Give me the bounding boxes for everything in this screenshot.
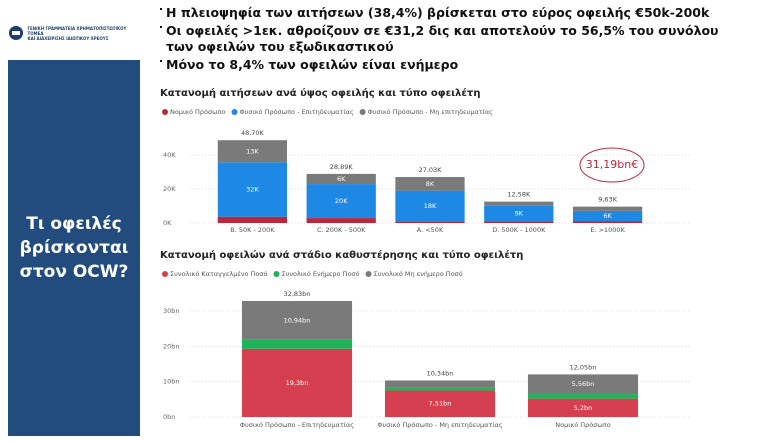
x-tick-label: D. 500K - 1000K bbox=[492, 226, 546, 234]
bar-segment bbox=[306, 218, 376, 223]
bar-segment bbox=[484, 221, 554, 223]
x-tick-label: C. 200K - 500K bbox=[317, 226, 366, 234]
segment-label: 5,2bn bbox=[574, 404, 593, 412]
total-label: 27,03K bbox=[419, 166, 443, 174]
x-tick-label: E. >1000K bbox=[590, 226, 625, 234]
bar-segment bbox=[241, 348, 353, 417]
chart-title: Κατανομή αιτήσεων ανά ύψος οφειλής και τ… bbox=[160, 87, 480, 99]
bullet: Η πλειοψηφία των αιτήσεων (38,4%) βρίσκε… bbox=[160, 5, 750, 22]
bar-segment bbox=[217, 162, 288, 217]
total-label: 48,70K bbox=[241, 129, 265, 137]
segment-label: 13K bbox=[246, 147, 259, 155]
logo: ΓΕΝΙΚΗ ΓΡΑΜΜΑΤΕΙΑ ΧΡΗΜΑΤΟΠΙΣΤΩΤΙΚΟΥ ΤΟΜΕ… bbox=[8, 18, 140, 48]
legend-marker bbox=[359, 109, 366, 115]
segment-label: 18K bbox=[424, 202, 437, 210]
bar-segment bbox=[217, 216, 288, 223]
total-label: 10,34bn bbox=[427, 369, 454, 377]
logo-line: ΓΕΝΙΚΗ ΓΡΑΜΜΑΤΕΙΑ ΧΡΗΜΑΤΟΠΙΣΤΩΤΙΚΟΥ ΤΟΜΕ… bbox=[27, 25, 127, 36]
sidebar-title: Τι οφειλές βρίσκονται στον OCW? bbox=[19, 214, 129, 282]
logo-icon bbox=[9, 26, 23, 40]
bar-segment bbox=[306, 173, 376, 185]
bar-segment bbox=[241, 339, 353, 349]
bar-segment bbox=[572, 206, 643, 211]
y-tick-label: 0K bbox=[163, 219, 172, 227]
x-tick-label: B. 50K - 200K bbox=[230, 226, 275, 234]
y-tick-label: 20bn bbox=[163, 342, 180, 350]
segment-label: 7,51bn bbox=[429, 400, 452, 408]
bar-segment bbox=[217, 140, 288, 163]
segment-label: 20K bbox=[335, 197, 348, 205]
chart-title: Κατανομή οφειλών ανά στάδιο καθυστέρησης… bbox=[160, 249, 523, 261]
total-label: 12,05bn bbox=[570, 363, 597, 371]
logo-line: ΚΑΙ ΔΙΑΧΕΙΡΙΣΗΣ ΙΔΙΩΤΙΚΟΥ ΧΡΕΟΥΣ bbox=[27, 35, 109, 41]
segment-label: 8K bbox=[426, 180, 435, 188]
bar-segment bbox=[395, 221, 465, 223]
x-tick-label: A. <50K bbox=[417, 226, 444, 234]
bar-segment bbox=[527, 374, 639, 395]
total-label: 12,58K bbox=[507, 191, 531, 199]
legend-marker bbox=[365, 271, 372, 277]
annotation-ring bbox=[579, 147, 645, 183]
x-tick-label: Φυσικό Πρόσωπο - Μη επιτηδευματίας bbox=[377, 421, 503, 429]
bar-segment bbox=[484, 205, 554, 222]
y-tick-label: 40K bbox=[163, 151, 176, 159]
segment-label: 32K bbox=[246, 186, 259, 194]
bar-segment bbox=[384, 380, 496, 388]
sidebar: Τι οφειλές βρίσκονται στον OCW? bbox=[8, 60, 140, 436]
legend-label: Φυσικό Πρόσωπο - Επιτηδευματίας bbox=[240, 108, 354, 116]
y-tick-label: 20K bbox=[163, 185, 176, 193]
bar-segment bbox=[306, 184, 376, 219]
bullet: Οι οφειλές >1εκ. αθροίζουν σε €31,2 δις … bbox=[160, 23, 750, 56]
bar-segment bbox=[527, 398, 639, 417]
segment-label: 10,94bn bbox=[284, 316, 311, 324]
bar-segment bbox=[384, 390, 496, 417]
x-tick-label: Νομικό Πρόσωπο bbox=[555, 421, 611, 429]
bar-segment bbox=[241, 300, 353, 340]
legend-marker bbox=[162, 271, 168, 277]
annotation: 31,19bn€ bbox=[586, 158, 638, 171]
bullets: Η πλειοψηφία των αιτήσεων (38,4%) βρίσκε… bbox=[160, 5, 750, 74]
bar-segment bbox=[395, 190, 465, 222]
bullet: Μόνο το 8,4% των οφειλών είναι ενήμερο bbox=[160, 57, 750, 74]
bar-segment bbox=[572, 221, 643, 223]
bar-segment bbox=[527, 394, 639, 399]
segment-label: 6K bbox=[337, 175, 346, 183]
legend-label: Συνολικό Καταγγελμένο Ποσό bbox=[170, 270, 268, 278]
total-label: 32,83bn bbox=[284, 290, 311, 298]
bar-segment bbox=[384, 387, 496, 391]
legend-marker bbox=[273, 271, 280, 277]
bar-segment bbox=[484, 201, 554, 206]
total-label: 9,63K bbox=[598, 196, 617, 204]
bar-segment bbox=[572, 210, 643, 222]
y-tick-label: 0bn bbox=[163, 413, 175, 421]
bar-segment bbox=[395, 177, 465, 191]
y-tick-label: 10bn bbox=[163, 378, 180, 386]
legend-label: Φυσικό Πρόσωπο - Μη επιτηδευματίας bbox=[368, 108, 494, 116]
segment-label: 6K bbox=[603, 212, 612, 220]
segment-label: 9K bbox=[515, 210, 524, 218]
y-tick-label: 30bn bbox=[163, 307, 180, 315]
legend-label: Νομικό Πρόσωπο bbox=[170, 108, 226, 116]
total-label: 28,89K bbox=[330, 163, 354, 171]
segment-label: 5,56bn bbox=[572, 380, 595, 388]
legend-label: Συνολικό Ενήμερο Ποσό bbox=[281, 270, 359, 278]
x-tick-label: Φυσικό Πρόσωπο - Επιτηδευματίας bbox=[240, 421, 354, 429]
legend-marker bbox=[231, 109, 238, 115]
legend-marker bbox=[162, 109, 168, 115]
segment-label: 19,3bn bbox=[286, 379, 309, 387]
logo-text: ΓΕΝΙΚΗ ΓΡΑΜΜΑΤΕΙΑ ΧΡΗΜΑΤΟΠΙΣΤΩΤΙΚΟΥ ΤΟΜΕ… bbox=[27, 26, 140, 41]
legend-label: Συνολικό Μη ενήμερο Ποσό bbox=[374, 270, 463, 278]
